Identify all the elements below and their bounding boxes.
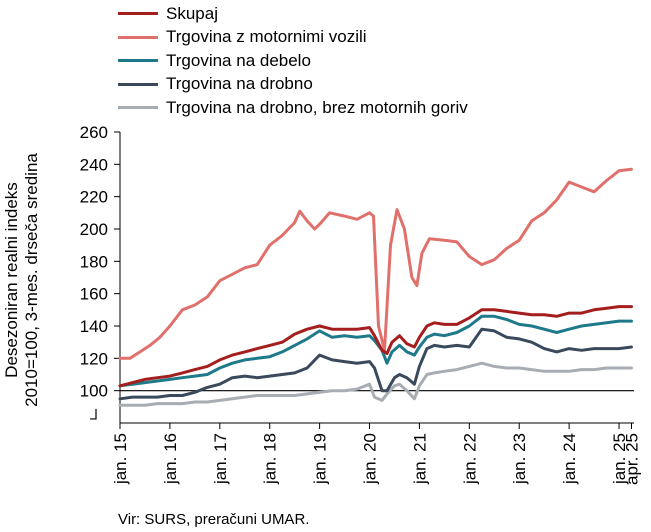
- source-note: Vir: SURS, preračuni UMAR.: [118, 511, 310, 528]
- y-tick-label: 200: [80, 220, 108, 239]
- series-line-4: [118, 361, 633, 407]
- legend-swatch-drobno: [118, 82, 158, 86]
- y-tick-label: 180: [80, 252, 108, 271]
- x-tick-label: jan. 17: [211, 433, 230, 485]
- y-tick-label: 220: [80, 188, 108, 207]
- legend-swatch-skupaj: [118, 12, 158, 16]
- x-tick-label: jan. 22: [460, 433, 479, 485]
- legend-item-debelo: Trgovina na debelo: [118, 49, 468, 73]
- legend-swatch-drobno-brez-goriv: [118, 106, 158, 110]
- y-tick-label: 260: [80, 123, 108, 142]
- legend-item-motorna-vozila: Trgovina z motornimi vozili: [118, 26, 468, 50]
- y-tick-label: 140: [80, 317, 108, 336]
- x-tick-label: jan. 15: [111, 433, 130, 485]
- series-line-0: [118, 305, 633, 388]
- x-tick-label: jan. 16: [161, 433, 180, 485]
- x-tick-label: jan. 24: [560, 433, 579, 485]
- legend-label-debelo: Trgovina na debelo: [166, 50, 311, 70]
- x-tick-label: jan. 19: [311, 433, 330, 485]
- x-tick-label: jan. 18: [261, 433, 280, 485]
- legend-item-skupaj: Skupaj: [118, 2, 468, 26]
- legend-item-drobno: Trgovina na drobno: [118, 73, 468, 97]
- legend-item-drobno-brez-goriv: Trgovina na drobno, brez motornih goriv: [118, 96, 468, 120]
- x-tick-label: apr. 25: [623, 433, 642, 485]
- legend-label-skupaj: Skupaj: [166, 3, 218, 23]
- series-line-1: [118, 167, 633, 360]
- x-tick-label: jan. 20: [361, 433, 380, 485]
- x-tick-label: jan. 25: [610, 433, 629, 485]
- axis-break-icon: [90, 408, 97, 420]
- legend-label-drobno: Trgovina na drobno: [166, 74, 313, 94]
- x-tick-label: jan. 23: [510, 433, 529, 485]
- legend-swatch-debelo: [118, 59, 158, 63]
- y-tick-label: 240: [80, 155, 108, 174]
- y-tick-label: 120: [80, 349, 108, 368]
- y-tick-label: 160: [80, 285, 108, 304]
- series-line-2: [118, 314, 633, 388]
- x-tick-label: jan. 21: [410, 433, 429, 485]
- series-line-3: [118, 327, 633, 401]
- legend-label-motorna-vozila: Trgovina z motornimi vozili: [166, 27, 367, 47]
- legend-swatch-motorna-vozila: [118, 35, 158, 39]
- legend-label-drobno-brez-goriv: Trgovina na drobno, brez motornih goriv: [166, 97, 468, 117]
- legend: Skupaj Trgovina z motornimi vozili Trgov…: [118, 2, 468, 120]
- y-tick-label: 100: [80, 382, 108, 401]
